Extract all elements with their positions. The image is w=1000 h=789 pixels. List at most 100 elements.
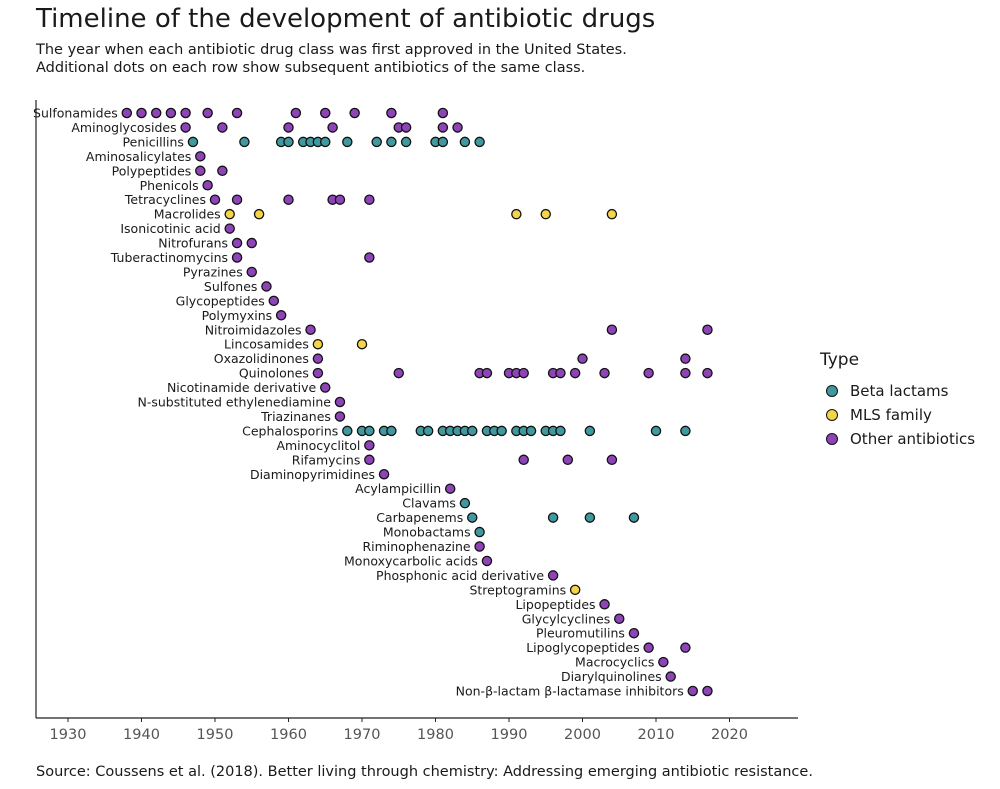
legend-dot-beta-lactams [826, 385, 838, 397]
data-point [371, 136, 382, 148]
data-point [496, 425, 507, 437]
legend-label-mls-family: MLS family [850, 406, 932, 424]
x-tick-label: 1970 [344, 727, 381, 743]
data-point [231, 237, 243, 249]
data-point [680, 367, 691, 379]
data-point [180, 107, 191, 119]
data-point [202, 107, 213, 119]
data-point [239, 136, 250, 148]
data-point [393, 367, 404, 379]
data-point [217, 165, 228, 177]
data-point [253, 208, 265, 220]
row-label: Cephalosporins [242, 423, 338, 438]
row-label: Polypeptides [112, 163, 192, 178]
data-point [459, 497, 471, 509]
data-point [349, 107, 360, 119]
data-point [268, 295, 280, 307]
row-label: Phenicols [140, 178, 199, 193]
row-label: Lipopeptides [515, 597, 595, 612]
row-label: Rifamycins [292, 452, 361, 467]
data-point [466, 512, 478, 523]
data-point [319, 136, 331, 148]
data-point [599, 367, 610, 379]
data-point [665, 671, 676, 682]
legend-label-beta-lactams: Beta lactams [850, 382, 949, 400]
data-point [599, 599, 610, 610]
row-label: Nitrofurans [158, 236, 228, 251]
row-label: N-substituted ethylenediamine [137, 395, 331, 410]
row-label: Aminoglycosides [71, 120, 176, 135]
x-tick-label: 2000 [564, 727, 601, 743]
data-point [687, 685, 699, 697]
data-point [650, 425, 662, 437]
data-point [283, 122, 294, 133]
data-point [584, 512, 596, 523]
subtitle-line-2: Additional dots on each row show subsequ… [36, 60, 586, 76]
legend: Type Beta lactams MLS family Other antib… [820, 350, 975, 451]
data-point [525, 425, 537, 437]
legend-item-other-antibiotics: Other antibiotics [820, 427, 975, 451]
data-point [643, 642, 654, 653]
data-point [364, 425, 375, 437]
data-point [680, 425, 691, 437]
data-point [312, 353, 324, 364]
data-point [224, 208, 235, 220]
data-point [437, 122, 449, 133]
data-point [628, 627, 640, 639]
row-label: Glycopeptides [176, 293, 265, 308]
row-label: Oxazolidinones [214, 351, 309, 366]
data-point [540, 208, 552, 220]
data-point [555, 367, 566, 379]
data-point [378, 468, 390, 480]
data-point [474, 526, 485, 538]
data-point [231, 107, 243, 119]
data-point [246, 237, 257, 249]
source-note: Source: Coussens et al. (2018). Better l… [36, 764, 813, 780]
row-label: Nitroimidazoles [205, 322, 302, 337]
x-tick-label: 1960 [270, 727, 307, 743]
data-point [319, 382, 331, 393]
x-tick-label: 1940 [123, 727, 160, 743]
data-point [702, 367, 713, 379]
row-label: Diaminopyrimidines [250, 467, 375, 482]
row-label: Acylampicillin [355, 481, 441, 496]
row-label: Triazinanes [260, 409, 331, 424]
row-label: Carbapenems [376, 510, 463, 525]
data-point [312, 338, 324, 350]
data-point [569, 367, 581, 379]
data-point [518, 367, 529, 379]
x-tick-label: 2020 [711, 727, 748, 743]
data-point [364, 252, 375, 263]
data-point [658, 656, 669, 668]
data-point [437, 136, 449, 148]
row-label: Macrocyclics [575, 655, 654, 670]
data-point [319, 107, 331, 119]
row-label: Non-β-lactam β-lactamase inhibitors [456, 684, 684, 699]
data-point [606, 208, 618, 220]
axes: 1930 1940 1950 1960 1970 1980 1990 2000 2010 2020 [35, 100, 798, 743]
data-point [628, 512, 640, 523]
data-point [400, 136, 412, 148]
chart-subtitle: The year when each antibiotic drug class… [36, 41, 936, 77]
data-point [422, 425, 434, 437]
data-point [150, 107, 162, 119]
row-label: Phosphonic acid derivative [376, 568, 544, 583]
data-point [466, 425, 478, 437]
data-point [187, 136, 199, 148]
data-point [283, 194, 294, 205]
data-point [202, 179, 213, 191]
row-label: Pyrazines [183, 264, 243, 279]
data-point [231, 194, 243, 205]
data-point [562, 454, 574, 466]
data-point [364, 454, 375, 466]
data-point [702, 324, 713, 335]
data-point [584, 425, 596, 437]
row-labels: SulfonamidesAminoglycosidesPenicillinsAm… [33, 106, 684, 699]
data-point [680, 353, 691, 364]
data-point [334, 411, 346, 422]
legend-item-beta-lactams: Beta lactams [820, 379, 975, 403]
data-point [195, 151, 206, 162]
x-tick-label: 2010 [638, 727, 675, 743]
data-point [547, 512, 559, 523]
legend-label-other-antibiotics: Other antibiotics [850, 430, 976, 448]
